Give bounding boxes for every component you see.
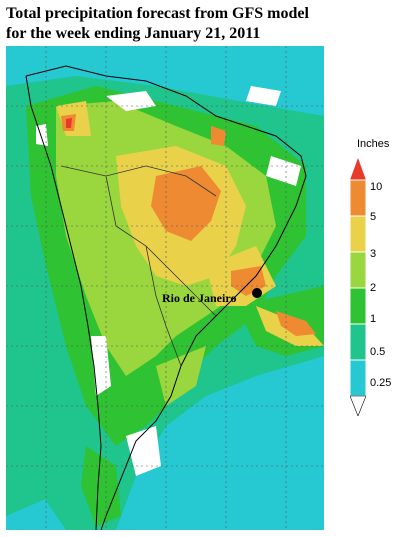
teal-south	[6, 386, 106, 516]
precipitation-map	[6, 46, 324, 530]
east-coastline	[25, 65, 307, 530]
map-canvas	[6, 46, 324, 530]
border-line	[145, 245, 182, 367]
legend-colorbar	[350, 158, 366, 416]
orange-guiana	[211, 126, 226, 146]
lightgreen-south	[156, 346, 206, 406]
legend-swatch	[350, 251, 366, 289]
dry-atlantic-north	[246, 86, 281, 106]
legend-unit: Inches	[357, 138, 390, 150]
red-andes	[66, 118, 72, 128]
orange-amazon	[151, 166, 221, 241]
city-label: Rio de Janeiro	[162, 291, 237, 305]
title-line-1: Total precipitation forecast from GFS mo…	[6, 5, 309, 22]
dry-ne-brazil	[266, 156, 301, 186]
legend-swatch	[350, 323, 366, 361]
legend-label: 0.5	[370, 346, 386, 358]
legend-label: 2	[370, 282, 377, 294]
legend-swatch-top	[350, 158, 366, 180]
dry-patagonia	[126, 426, 161, 476]
legend-swatch	[350, 179, 366, 217]
rio-marker	[252, 288, 262, 298]
map-title: Total precipitation forecast from GFS mo…	[6, 4, 309, 44]
border-line	[105, 175, 217, 317]
title-line-2: for the week ending January 21, 2011	[6, 25, 261, 42]
dry-caribbean	[106, 91, 156, 111]
legend-label: 10	[370, 181, 383, 193]
legend-swatch	[350, 287, 366, 325]
legend-label: 5	[370, 211, 377, 223]
legend-swatch	[350, 359, 366, 397]
legend-label: 0.25	[370, 377, 392, 389]
lat-lon-grid	[6, 46, 324, 530]
legend-swatch-bottom	[350, 395, 366, 416]
legend-swatch	[350, 215, 366, 253]
legend-label: 1	[370, 313, 377, 325]
legend-label: 3	[370, 248, 377, 260]
